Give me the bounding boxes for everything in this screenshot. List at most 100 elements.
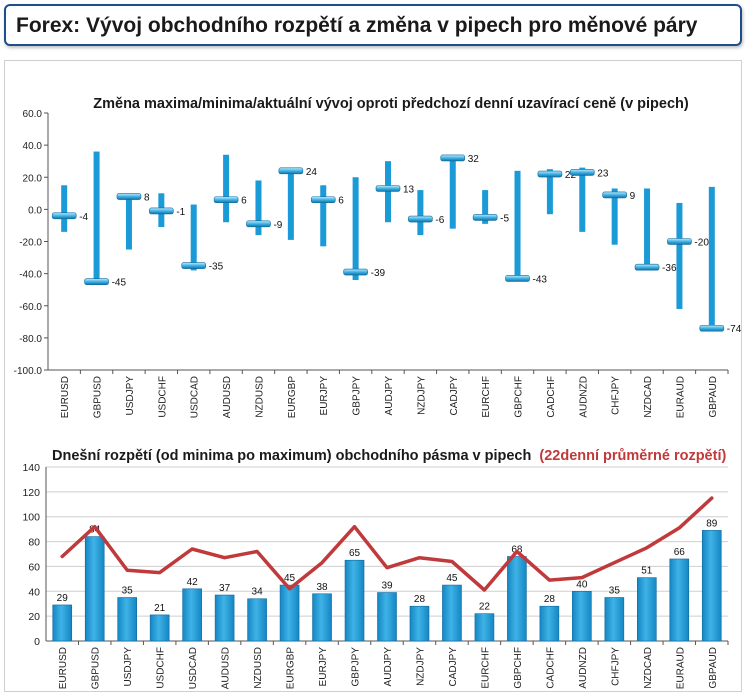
chart2-bar-label: 42 xyxy=(187,577,199,588)
chart1-current-marker xyxy=(472,214,498,221)
chart2-bar xyxy=(117,597,137,642)
chart1-y-tick-label: 60.0 xyxy=(23,109,43,120)
chart2-average-line xyxy=(60,496,714,592)
chart1-data-label: 9 xyxy=(630,191,636,202)
chart1-x-tick-label: USDCHF xyxy=(157,376,168,418)
chart1-y-tick-label: -20.0 xyxy=(19,238,42,249)
chart2-bar xyxy=(539,605,560,642)
page-header: Forex: Vývoj obchodního rozpětí a změna … xyxy=(4,4,742,46)
chart1-range-bar xyxy=(546,169,553,215)
chart2-x-tick-label: CADCHF xyxy=(545,647,556,689)
chart2-bar-label: 51 xyxy=(641,566,653,577)
chart1-y-tick-label: 20.0 xyxy=(23,173,43,184)
chart2-x-tick-label: USDCHF xyxy=(156,647,167,689)
chart1-x-tick-label: CHFJPY xyxy=(611,376,622,415)
chart2-x-tick-label: EURUSD xyxy=(58,647,69,689)
chart2-bar xyxy=(214,594,235,642)
chart1-current-marker xyxy=(181,262,207,269)
chart2-bar xyxy=(637,577,657,642)
chart1-data-label: -43 xyxy=(533,274,548,285)
chart1-data-label: -6 xyxy=(435,215,444,226)
chart2-x-tick-label: USDCAD xyxy=(188,647,199,689)
chart2-y-tick-label: 60 xyxy=(28,561,40,573)
chart2-bar xyxy=(279,584,300,642)
chart2-bar-label: 66 xyxy=(674,547,686,558)
chart1-x-tick-label: AUDNZD xyxy=(578,376,589,418)
chart2-bar xyxy=(84,536,105,642)
chart2-y-tick-label: 100 xyxy=(22,512,40,524)
chart2-bar xyxy=(669,558,690,642)
chart1-current-marker xyxy=(343,268,368,276)
chart1-range-bar xyxy=(352,177,359,281)
chart2-bar-label: 35 xyxy=(609,586,621,597)
chart2-title-highlight: (22denní průměrné rozpětí) xyxy=(539,448,726,464)
chart1-current-marker xyxy=(699,324,725,332)
chart1-x-tick-label: GBPUSD xyxy=(93,376,104,418)
chart2-bar xyxy=(312,593,332,642)
chart1-data-label: -74 xyxy=(727,324,742,335)
chart1-y-tick-label: -100.0 xyxy=(14,366,43,377)
chart1-current-marker xyxy=(667,238,692,245)
chart1-range-bar xyxy=(190,204,197,271)
chart1-range-bar xyxy=(417,190,424,236)
chart2-x-tick-label: GBPCHF xyxy=(513,647,524,689)
chart2-x-tick-label: AUDJPY xyxy=(383,647,394,687)
chart2-x-tick-label: NZDJPY xyxy=(415,647,426,686)
chart2-x-tick-label: CHFJPY xyxy=(610,647,621,686)
chart1-x-tick-label: EURGBP xyxy=(287,376,298,419)
chart2-bar xyxy=(442,584,462,642)
chart1-current-marker xyxy=(408,215,433,223)
chart2-x-tick-label: GBPJPY xyxy=(351,647,362,687)
chart2-y-tick-label: 40 xyxy=(28,586,40,598)
chart2-x-tick-label: EURAUD xyxy=(675,647,686,689)
chart2-bar-label: 65 xyxy=(349,548,361,559)
chart2-bar-label: 45 xyxy=(284,573,296,584)
chart2-x-tick-label: EURCHF xyxy=(480,647,491,689)
chart1-data-label: 8 xyxy=(144,193,150,204)
chart2-y-tick-label: 120 xyxy=(22,487,40,499)
chart1-data-label: -4 xyxy=(79,212,88,223)
chart2-x-tick-label: AUDNZD xyxy=(578,647,589,689)
chart1-range-bar xyxy=(579,167,586,232)
chart1-data-label: 6 xyxy=(338,196,344,207)
chart2-bar-label: 35 xyxy=(122,586,134,597)
chart1-current-marker xyxy=(149,207,174,215)
chart1-current-marker xyxy=(246,220,271,228)
chart1-range-bar xyxy=(125,194,132,250)
chart2-bar xyxy=(474,613,495,642)
chart1-data-label: 23 xyxy=(597,168,609,179)
chart1-data-label: -35 xyxy=(209,262,224,273)
chart1-x-tick-label: NZDJPY xyxy=(416,376,427,415)
chart2-bar xyxy=(377,592,397,642)
chart1-range-bar xyxy=(482,190,489,224)
chart1-range-bar xyxy=(93,151,100,285)
chart2-x-tick-label: EURGBP xyxy=(286,647,297,690)
chart2-x-tick-label: GBPUSD xyxy=(91,647,102,689)
page-title: Forex: Vývoj obchodního rozpětí a změna … xyxy=(16,14,698,37)
chart1-current-marker xyxy=(634,263,660,271)
chart1-x-tick-label: EURAUD xyxy=(675,376,686,418)
chart1-current-marker xyxy=(310,196,336,204)
chart2-y-tick-label: 20 xyxy=(28,611,40,623)
chart1-data-label: -20 xyxy=(694,238,709,249)
chart1-range-bar xyxy=(514,170,521,279)
chart2-bar-label: 39 xyxy=(381,581,393,592)
chart1-range-bar xyxy=(255,180,262,236)
chart1-range-bar xyxy=(223,154,230,223)
chart1-range-bar xyxy=(320,185,327,247)
chart2-bar-label: 40 xyxy=(576,579,588,590)
chart2-bar xyxy=(507,556,527,642)
chart2-bar xyxy=(604,597,625,642)
chart2-bar-label: 45 xyxy=(446,573,458,584)
charts-panel xyxy=(4,60,742,692)
chart1-data-label: 6 xyxy=(241,196,247,207)
chart1-x-tick-label: CADJPY xyxy=(449,376,460,416)
chart1-data-label: 32 xyxy=(468,154,480,165)
chart2-bar-label: 38 xyxy=(316,582,328,593)
chart1-data-label: -5 xyxy=(500,213,509,224)
chart2-x-tick-label: GBPAUD xyxy=(708,647,719,689)
chart2-bar xyxy=(182,588,202,642)
chart2-bar-label: 21 xyxy=(154,603,166,614)
chart2-x-tick-label: CADJPY xyxy=(448,647,459,687)
chart1-current-marker xyxy=(51,212,77,220)
